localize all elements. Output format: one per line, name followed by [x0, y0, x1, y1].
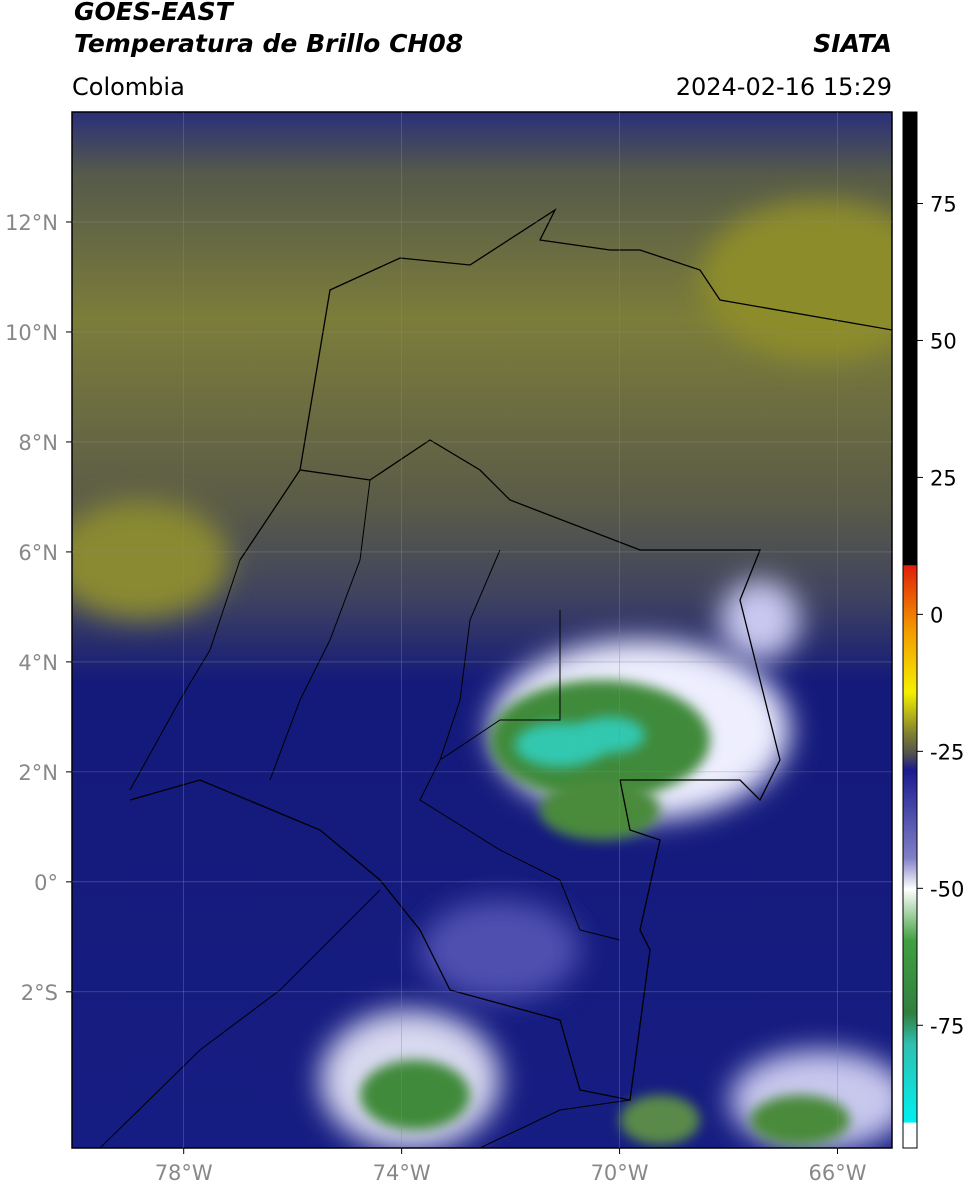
y-tick-label: 2°S — [21, 981, 58, 1005]
colorbar-tick-label: 75 — [930, 192, 957, 216]
y-tick-label: 0° — [34, 871, 58, 895]
y-tick-label: 2°N — [18, 761, 58, 785]
y-tick-label: 6°N — [18, 541, 58, 565]
map-frame — [71, 111, 893, 1149]
region: Colombia — [72, 73, 185, 101]
satellite-image — [72, 112, 892, 1148]
y-tick-label: 12°N — [5, 211, 58, 235]
x-tick-label: 66°W — [809, 1161, 867, 1185]
datetime: 2024-02-16 15:29 — [676, 73, 892, 101]
source: SIATA — [813, 29, 892, 58]
x-tick-label: 70°W — [591, 1161, 649, 1185]
colorbar-tick-label: -75 — [930, 1014, 964, 1038]
x-tick-label: 78°W — [155, 1161, 213, 1185]
colorbar-tick-label: 0 — [930, 603, 943, 627]
x-tick-label: 74°W — [373, 1161, 431, 1185]
y-tick-label: 8°N — [18, 431, 58, 455]
subtitle: Temperatura de Brillo CH08 — [74, 29, 463, 58]
colorbar — [902, 111, 918, 1149]
y-tick-label: 4°N — [18, 651, 58, 675]
colorbar-tick-label: 50 — [930, 329, 957, 353]
colorbar-tick-label: -50 — [930, 877, 964, 901]
colorbar-tick-label: -25 — [930, 740, 964, 764]
title: GOES-EAST — [74, 0, 235, 26]
colorbar-tick-label: 25 — [930, 466, 957, 490]
y-tick-label: 10°N — [5, 321, 58, 345]
